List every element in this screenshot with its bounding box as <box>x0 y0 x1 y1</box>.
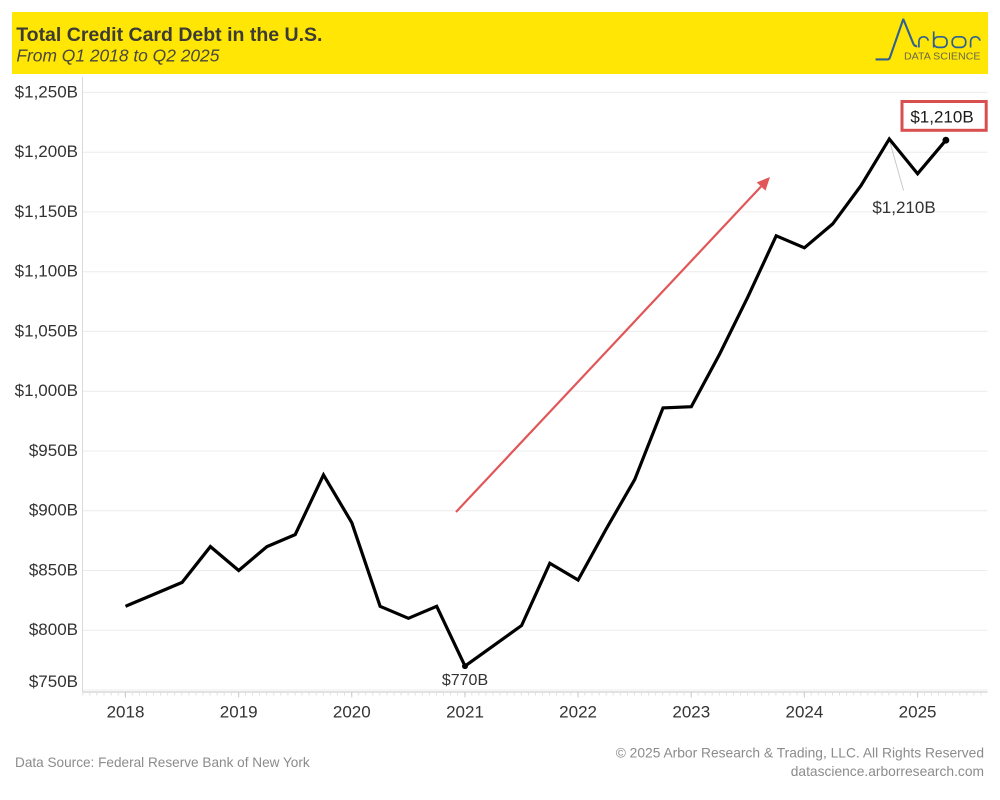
svg-text:$750B: $750B <box>29 672 78 691</box>
svg-text:$1,000B: $1,000B <box>15 381 78 400</box>
svg-text:$1,250B: $1,250B <box>15 82 78 101</box>
svg-text:$800B: $800B <box>29 620 78 639</box>
svg-text:$950B: $950B <box>29 441 78 460</box>
svg-text:2021: 2021 <box>446 702 484 721</box>
svg-text:2025: 2025 <box>899 702 937 721</box>
svg-text:2020: 2020 <box>333 702 371 721</box>
svg-text:$1,150B: $1,150B <box>15 202 78 221</box>
svg-text:$770B: $770B <box>442 672 488 689</box>
svg-text:© 2025 Arbor Research & Tradin: © 2025 Arbor Research & Trading, LLC. Al… <box>616 746 984 761</box>
svg-text:$1,050B: $1,050B <box>15 321 78 340</box>
svg-text:DATA SCIENCE: DATA SCIENCE <box>904 51 981 62</box>
svg-text:datascience.arborresearch.com: datascience.arborresearch.com <box>791 764 984 779</box>
svg-text:$1,200B: $1,200B <box>15 142 78 161</box>
svg-text:2024: 2024 <box>785 702 823 721</box>
svg-text:$850B: $850B <box>29 560 78 579</box>
svg-text:Total Credit Card Debt in the: Total Credit Card Debt in the U.S. <box>16 24 322 46</box>
svg-text:$1,100B: $1,100B <box>15 262 78 281</box>
svg-text:2022: 2022 <box>559 702 597 721</box>
svg-text:2023: 2023 <box>672 702 710 721</box>
svg-text:$900B: $900B <box>29 501 78 520</box>
svg-text:$1,210B: $1,210B <box>872 198 935 217</box>
svg-text:From Q1 2018 to Q2 2025: From Q1 2018 to Q2 2025 <box>16 45 219 65</box>
svg-text:Data Source: Federal Reserve B: Data Source: Federal Reserve Bank of New… <box>15 755 310 770</box>
svg-text:$1,210B: $1,210B <box>910 108 973 127</box>
svg-text:2019: 2019 <box>220 702 258 721</box>
svg-text:2018: 2018 <box>107 702 145 721</box>
